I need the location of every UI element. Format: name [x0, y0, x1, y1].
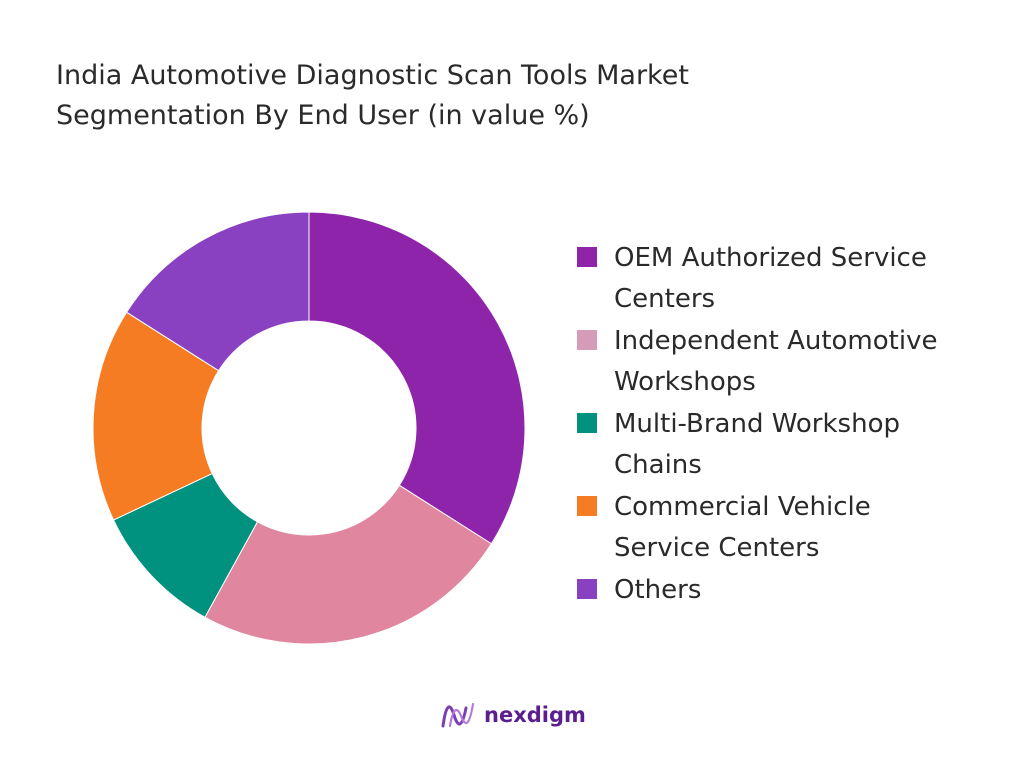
chart-title: India Automotive Diagnostic Scan Tools M…: [56, 56, 956, 136]
nexdigm-wave-logo-icon: [441, 702, 475, 728]
legend-item-5: Others: [577, 570, 1017, 611]
legend-swatch: [577, 247, 597, 267]
legend-label: Commercial Vehicle Service Centers: [614, 492, 871, 563]
legend-label: Others: [614, 575, 702, 605]
nexdigm-logo: nexdigm: [440, 698, 586, 732]
chart-title-line-2: Segmentation By End User (in value %): [56, 100, 590, 131]
legend-swatch: [577, 330, 597, 350]
chart-title-line-1: India Automotive Diagnostic Scan Tools M…: [56, 60, 689, 91]
legend-label: OEM Authorized Service Centers: [614, 243, 927, 314]
donut-slice-2: [204, 484, 493, 645]
legend-item-4: Commercial Vehicle Service Centers: [577, 487, 1017, 569]
legend-item-1: OEM Authorized Service Centers: [577, 238, 1017, 320]
donut-slices: [92, 211, 526, 645]
legend-swatch: [577, 413, 597, 433]
donut-slice-4: [92, 311, 220, 521]
logo-text: nexdigm: [484, 703, 586, 727]
legend-item-2: Independent Automotive Workshops: [577, 321, 1017, 403]
donut-slice-1: [308, 211, 526, 545]
donut-slice-5: [125, 211, 310, 372]
chart-legend: OEM Authorized Service Centers Independen…: [577, 238, 1017, 612]
legend-label: Independent Automotive Workshops: [614, 326, 938, 397]
legend-item-3: Multi-Brand Workshop Chains: [577, 404, 1017, 486]
legend-label: Multi-Brand Workshop Chains: [614, 409, 900, 480]
legend-swatch: [577, 579, 597, 599]
legend-swatch: [577, 496, 597, 516]
